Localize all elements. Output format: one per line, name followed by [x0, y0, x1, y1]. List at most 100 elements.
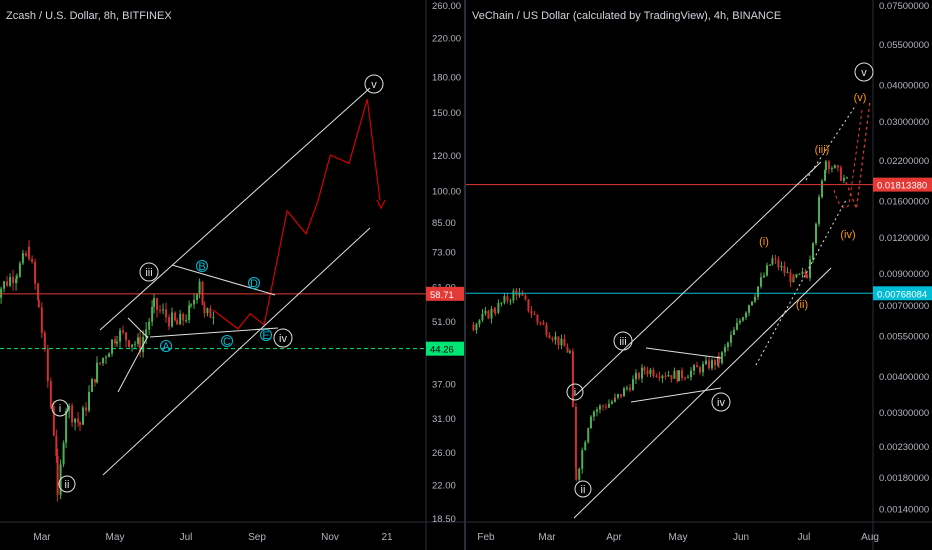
candle-body: [478, 320, 481, 325]
candle-body: [818, 197, 820, 224]
wave-label-iii: iii: [145, 267, 152, 279]
candle-body: [527, 299, 530, 311]
candle-body: [554, 336, 557, 341]
candle-body: [836, 165, 839, 168]
y-tick-label: 260.00: [432, 1, 461, 12]
candle-body: [766, 265, 768, 276]
x-tick-label: Jul: [798, 532, 811, 543]
candle-body: [37, 283, 40, 300]
candle-body: [754, 296, 756, 302]
y-tick-label: 0.02200000: [879, 156, 929, 167]
candle-body: [156, 298, 159, 310]
candle-body: [490, 309, 493, 319]
candle-body: [795, 274, 798, 278]
y-tick-label: 73.00: [432, 248, 456, 259]
candle-body: [623, 388, 625, 397]
x-tick-label: Jun: [733, 532, 749, 543]
candle-body: [676, 370, 679, 382]
sub-wave-label-c: C: [223, 336, 231, 348]
candle-body: [105, 357, 108, 359]
wedge-line-a: [127, 317, 149, 339]
triangle-lower-line: [630, 387, 722, 403]
wave-label-ii-circle: [58, 475, 76, 493]
y-tick-label: 150.00: [432, 108, 461, 119]
candle-body: [789, 272, 792, 283]
wave-label-iii: iii: [619, 336, 626, 348]
candle-body: [193, 299, 196, 305]
candle-body: [165, 309, 168, 318]
dotted-projection-upper: [805, 104, 857, 181]
candle-body: [575, 468, 578, 480]
candle-body: [571, 351, 574, 407]
candle-body: [509, 300, 512, 302]
sub-wave-label-a-circle: [160, 340, 172, 352]
minor-wave-label: (v): [854, 92, 867, 104]
candle-body: [741, 318, 744, 321]
candle-body: [592, 411, 595, 417]
candle-body: [632, 379, 634, 391]
candle-body: [702, 363, 704, 373]
candle-body: [472, 324, 475, 331]
candle-body: [28, 247, 31, 260]
candle-body: [91, 379, 94, 392]
candle-body: [206, 308, 209, 314]
candle-body: [751, 301, 753, 306]
price-level-label: 58.71: [430, 290, 454, 301]
pane-divider[interactable]: [464, 0, 466, 550]
candle-body: [792, 275, 795, 278]
candle-body: [116, 341, 119, 344]
zcash-chart-svg[interactable]: 260.00 220.00 180.00 150.00 120.00 100.00 85.0…: [0, 0, 466, 550]
candle-body: [185, 320, 188, 322]
candle-body: [494, 311, 497, 313]
candle-body: [518, 292, 521, 296]
candle-body: [693, 365, 695, 371]
candle-body: [681, 370, 683, 378]
wave-label-i-circle: [566, 383, 584, 401]
candle-body: [646, 370, 649, 374]
wave-label-iv: iv: [279, 333, 287, 345]
y-tick-label: 0.00700000: [879, 301, 929, 312]
candle-body: [503, 296, 506, 303]
candle-body: [757, 286, 759, 297]
candle-body: [777, 259, 780, 268]
y-tick-label: 22.00: [432, 480, 456, 491]
candle-body: [729, 334, 732, 343]
candle-body: [578, 468, 581, 480]
minor-wave-label: (i): [759, 236, 769, 248]
candle-body: [664, 375, 667, 377]
x-tick-label: Aug: [861, 532, 879, 543]
candle-body: [610, 401, 613, 404]
candle-body: [539, 322, 542, 324]
candle-body: [196, 294, 199, 300]
chart-pane-vechain[interactable]: 0.07500000 0.05500000 0.04000000 0.03000000…: [466, 0, 932, 550]
candle-body: [566, 346, 569, 353]
candle-body: [720, 352, 723, 364]
x-tick-label: May: [669, 532, 688, 543]
candle-body: [43, 332, 46, 349]
candle-body: [815, 223, 817, 244]
chart-pane-zcash[interactable]: 260.00 220.00 180.00 150.00 120.00 100.00 85.0…: [0, 0, 466, 550]
y-tick-label: 0.00300000: [879, 408, 929, 419]
candle-body: [673, 370, 676, 379]
candle-body: [506, 296, 509, 301]
y-tick-label: 0.01600000: [879, 196, 929, 207]
y-tick-label: 100.00: [432, 186, 461, 197]
candle-body: [128, 340, 131, 347]
candle-body: [661, 375, 664, 379]
x-tick-label: Nov: [321, 532, 339, 543]
candle-body: [487, 310, 490, 319]
y-tick-label: 0.00550000: [879, 332, 929, 343]
price-level-label: 0.00768084: [877, 289, 927, 300]
candle-body: [71, 405, 74, 423]
candle-body: [839, 167, 842, 181]
candle-body: [717, 356, 720, 364]
y-tick-label: 0.04000000: [879, 81, 929, 92]
vechain-chart-svg[interactable]: 0.07500000 0.05500000 0.04000000 0.03000000…: [466, 0, 932, 550]
candle-body: [79, 422, 82, 425]
candle-body: [726, 342, 729, 348]
channel-upper-line: [575, 161, 822, 396]
y-tick-label: 51.00: [432, 317, 456, 328]
candle-body: [0, 288, 3, 298]
dotted-projection-lower: [755, 199, 847, 366]
candle-body: [581, 450, 584, 469]
